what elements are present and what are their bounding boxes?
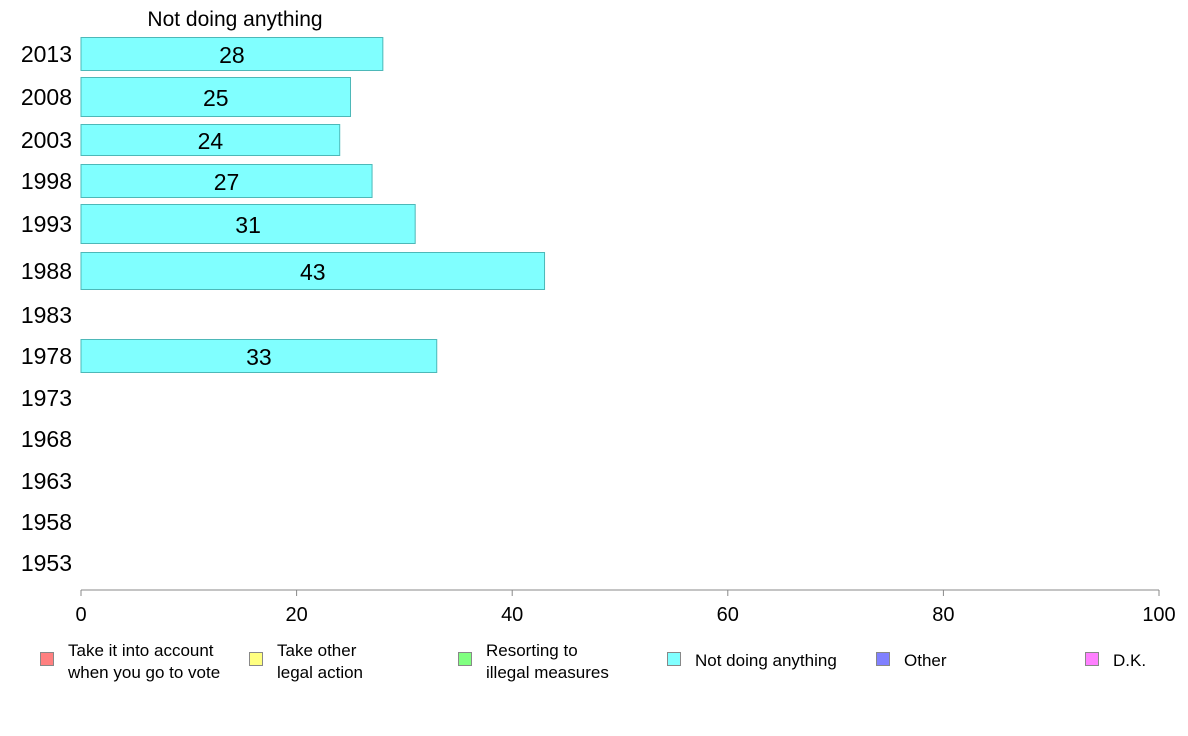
bar-1978 [80, 339, 438, 373]
y-tick-label-1953: 1953 [21, 550, 72, 576]
legend-item-vote: Take it into account when you go to vote [40, 640, 220, 684]
legend-swatch-dk [1085, 652, 1099, 666]
y-axis-labels: 2013 2008 2003 1998 1993 1988 1983 1978 1973 1968… [21, 41, 72, 576]
y-tick-label-1973: 1973 [21, 385, 72, 411]
y-tick-label-1988: 1988 [21, 258, 72, 284]
legend-item-illegal-measures: Resorting to illegal measures [458, 640, 609, 684]
y-tick-label-1998: 1998 [21, 168, 72, 194]
legend-label-legal-action: Take other legal action [277, 641, 364, 682]
y-tick-label-2003: 2003 [21, 127, 72, 153]
bar-2003 [80, 124, 341, 156]
chart-title: Not doing anything [147, 8, 322, 31]
bars-group: 28 25 24 27 31 43 33 [80, 37, 546, 373]
x-tick-label-40: 40 [501, 604, 523, 626]
legend-swatch-other [876, 652, 890, 666]
legend: Take it into account when you go to vote… [0, 636, 1188, 696]
bar-value-label-1993: 31 [235, 212, 261, 238]
y-tick-label-2013: 2013 [21, 41, 72, 67]
x-tick-label-0: 0 [75, 604, 86, 626]
legend-swatch-not-doing-anything [667, 652, 681, 666]
bar-value-label-1988: 43 [300, 259, 326, 285]
legend-item-dk: D.K. [1085, 640, 1146, 672]
bar-2013 [80, 37, 384, 71]
bar-value-label-2013: 28 [219, 42, 245, 68]
bar-1988 [80, 252, 546, 290]
legend-label-dk: D.K. [1113, 651, 1147, 670]
legend-swatch-vote [40, 652, 54, 666]
legend-label-not-doing-anything: Not doing anything [695, 651, 837, 670]
legend-item-legal-action: Take other legal action [249, 640, 363, 684]
x-tick-label-100: 100 [1142, 604, 1175, 626]
y-tick-label-1993: 1993 [21, 211, 72, 237]
y-tick-label-1958: 1958 [21, 509, 72, 535]
x-axis: 0 20 40 60 80 100 [75, 589, 1176, 626]
legend-item-other: Other [876, 640, 947, 672]
y-tick-label-1963: 1963 [21, 468, 72, 494]
legend-swatch-legal-action [249, 652, 263, 666]
bar-value-label-1998: 27 [214, 169, 240, 195]
x-tick-label-20: 20 [285, 604, 307, 626]
legend-swatch-illegal-measures [458, 652, 472, 666]
y-tick-label-1983: 1983 [21, 302, 72, 328]
bar-value-label-2008: 25 [203, 85, 229, 111]
y-tick-label-1968: 1968 [21, 426, 72, 452]
bar-2008 [80, 77, 351, 117]
bar-value-label-1978: 33 [246, 344, 272, 370]
legend-label-vote: Take it into account when you go to vote [68, 641, 221, 682]
y-tick-label-2008: 2008 [21, 84, 72, 110]
bar-1993 [80, 204, 416, 244]
x-tick-label-60: 60 [717, 604, 739, 626]
bar-1998 [80, 164, 373, 198]
legend-label-other: Other [904, 651, 947, 670]
x-tick-label-80: 80 [932, 604, 954, 626]
legend-item-not-doing-anything: Not doing anything [667, 640, 837, 672]
legend-label-illegal-measures: Resorting to illegal measures [486, 641, 609, 682]
y-tick-label-1978: 1978 [21, 343, 72, 369]
bar-value-label-2003: 24 [198, 128, 224, 154]
